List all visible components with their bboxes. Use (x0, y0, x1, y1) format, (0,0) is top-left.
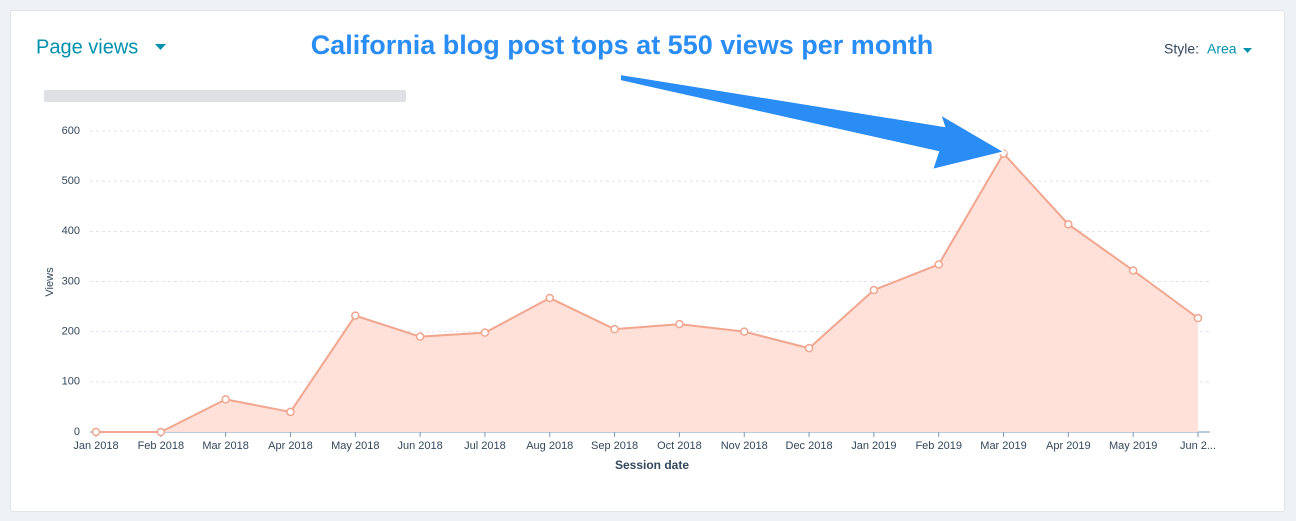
x-tick-label: Sep 2018 (591, 440, 638, 452)
x-tick-label: Mar 2019 (980, 440, 1026, 452)
x-tick-label: Aug 2018 (526, 440, 573, 452)
point (1064, 220, 1073, 229)
y-tick-label: 200 (62, 326, 80, 338)
y-tick-label: 300 (62, 275, 80, 287)
y-axis-label: Views (44, 267, 56, 297)
point (869, 285, 879, 295)
x-tick-label: Jan 2019 (851, 440, 896, 452)
dropdown-caret[interactable] (155, 44, 166, 50)
point (351, 311, 360, 320)
y-tick-label: 500 (62, 175, 80, 187)
x-tick-label: Jun 2018 (397, 440, 442, 452)
point (804, 343, 814, 353)
y-tick-label: 100 (62, 376, 80, 388)
y-tick-label: 400 (62, 225, 80, 237)
point (1193, 313, 1203, 323)
x-tick-label: Jul 2018 (464, 440, 506, 452)
point (934, 260, 943, 269)
style-value[interactable]: Area (1207, 41, 1237, 57)
x-tick-label: Oct 2018 (657, 440, 702, 452)
x-tick-label: Jun 2... (1180, 440, 1216, 452)
x-tick-label: May 2018 (331, 440, 379, 452)
x-tick-label: Jan 2018 (73, 440, 118, 452)
point (221, 395, 230, 404)
y-tick-label: 600 (62, 125, 80, 137)
annotation-arrow (619, 72, 1008, 172)
point (156, 427, 166, 437)
point (610, 324, 619, 334)
point (545, 293, 555, 303)
blurred-text (44, 90, 406, 102)
x-axis-label: Session date (615, 458, 689, 472)
point (286, 407, 295, 417)
x-tick-label: Feb 2018 (138, 440, 184, 452)
y-tick-label: 0 (74, 426, 80, 438)
x-tick-label: Dec 2018 (786, 440, 833, 452)
x-tick-label: Apr 2018 (268, 440, 313, 452)
x-tick-label: Mar 2018 (202, 440, 248, 452)
area-fill (96, 153, 1198, 432)
point (480, 328, 490, 337)
annotation: California blog post tops at 550 views p… (311, 30, 934, 60)
style-caret[interactable] (1243, 48, 1252, 53)
x-tick-label: Feb 2019 (915, 440, 961, 452)
x-tick-label: Nov 2018 (721, 440, 768, 452)
point (675, 319, 684, 329)
style-label: Style: (1164, 41, 1199, 57)
x-tick-label: Apr 2019 (1046, 440, 1091, 452)
point (91, 427, 101, 437)
line (96, 151, 1199, 433)
point (415, 332, 425, 341)
chart-title[interactable]: Page views (36, 36, 138, 58)
point (739, 327, 749, 336)
point (1128, 266, 1138, 275)
x-tick-label: May 2019 (1109, 440, 1157, 452)
